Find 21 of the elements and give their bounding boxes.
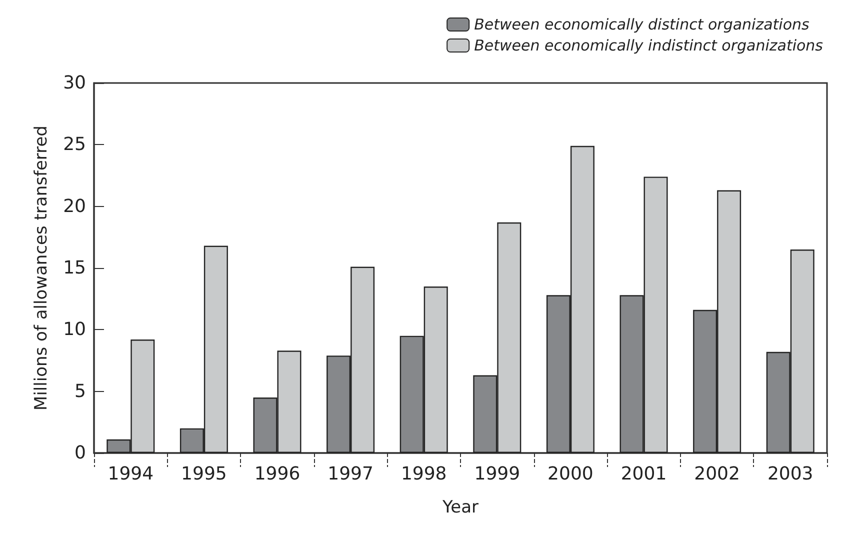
x-tick-label: 1994 [108, 464, 154, 484]
legend-label: Between economically indistinct organizations [474, 36, 824, 54]
x-tick-label: 2000 [548, 464, 594, 484]
x-tick-label: 1998 [400, 464, 447, 484]
x-tick-label: 2002 [694, 464, 740, 484]
y-axis-title: Millions of allowances transferred [32, 126, 52, 410]
y-tick-label: 5 [74, 380, 86, 402]
x-tick-label: 2001 [620, 464, 667, 484]
x-axis-title: Year [442, 498, 479, 518]
y-tick-label: 20 [63, 196, 86, 217]
x-tick-label: 1997 [328, 464, 374, 484]
y-tick-label: 30 [63, 72, 86, 94]
y-tick-label: 25 [63, 134, 86, 156]
y-tick-label: 10 [63, 319, 86, 340]
legend-label: Between economically distinct organizations [474, 16, 810, 34]
x-tick-label: 2003 [767, 464, 814, 484]
y-tick-label: 0 [74, 442, 86, 464]
x-tick-label: 1999 [474, 464, 520, 484]
x-tick-label: 1996 [254, 464, 300, 484]
x-tick-label: 1995 [181, 464, 227, 484]
y-tick-label: 15 [63, 258, 86, 278]
